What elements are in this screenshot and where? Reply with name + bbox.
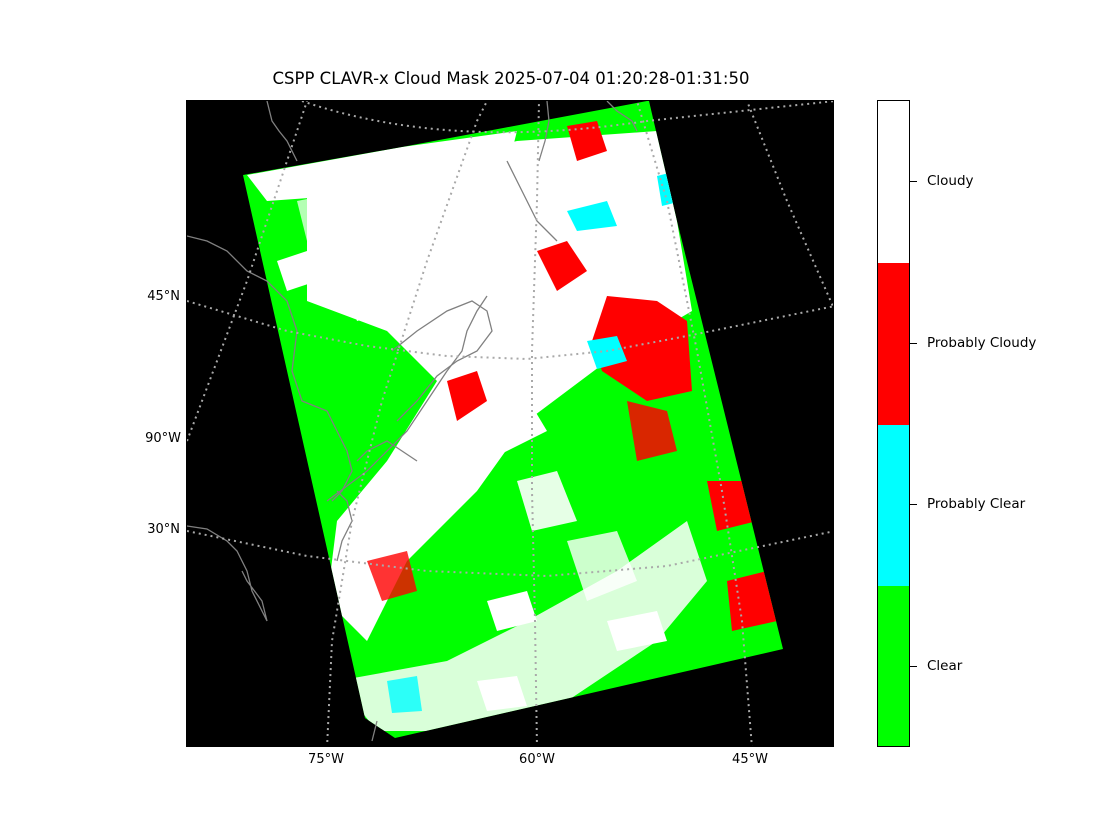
colorbar-segment-cloudy <box>878 101 909 263</box>
colorbar-tick <box>910 666 917 668</box>
latitude-label-45n: 45°N <box>147 289 180 304</box>
colorbar <box>877 100 910 747</box>
colorbar-segment-probably-clear <box>878 424 909 587</box>
latitude-label-30n: 30°N <box>147 522 180 537</box>
colorbar-tick <box>910 180 917 182</box>
colorbar-label-probably-cloudy: Probably Cloudy <box>927 334 1037 351</box>
colorbar-tick <box>910 342 917 344</box>
map-panel <box>186 100 834 747</box>
colorbar-label-clear: Clear <box>927 658 963 675</box>
longitude-label-60w: 60°W <box>519 752 555 767</box>
cloud-mask-map <box>187 101 833 746</box>
colorbar-segment-probably-cloudy <box>878 262 909 425</box>
colorbar-label-cloudy: Cloudy <box>927 172 974 189</box>
graticule <box>187 101 833 746</box>
longitude-label-45w: 45°W <box>732 752 768 767</box>
longitude-label-90w: 90°W <box>145 431 181 446</box>
longitude-label-75w: 75°W <box>308 752 344 767</box>
figure-title: CSPP CLAVR-x Cloud Mask 2025-07-04 01:20… <box>272 69 750 88</box>
coastlines <box>187 101 638 742</box>
cloud-mask-swath <box>247 121 777 731</box>
colorbar-tick <box>910 504 917 506</box>
colorbar-label-probably-clear: Probably Clear <box>927 496 1026 513</box>
colorbar-segment-clear <box>878 586 909 746</box>
